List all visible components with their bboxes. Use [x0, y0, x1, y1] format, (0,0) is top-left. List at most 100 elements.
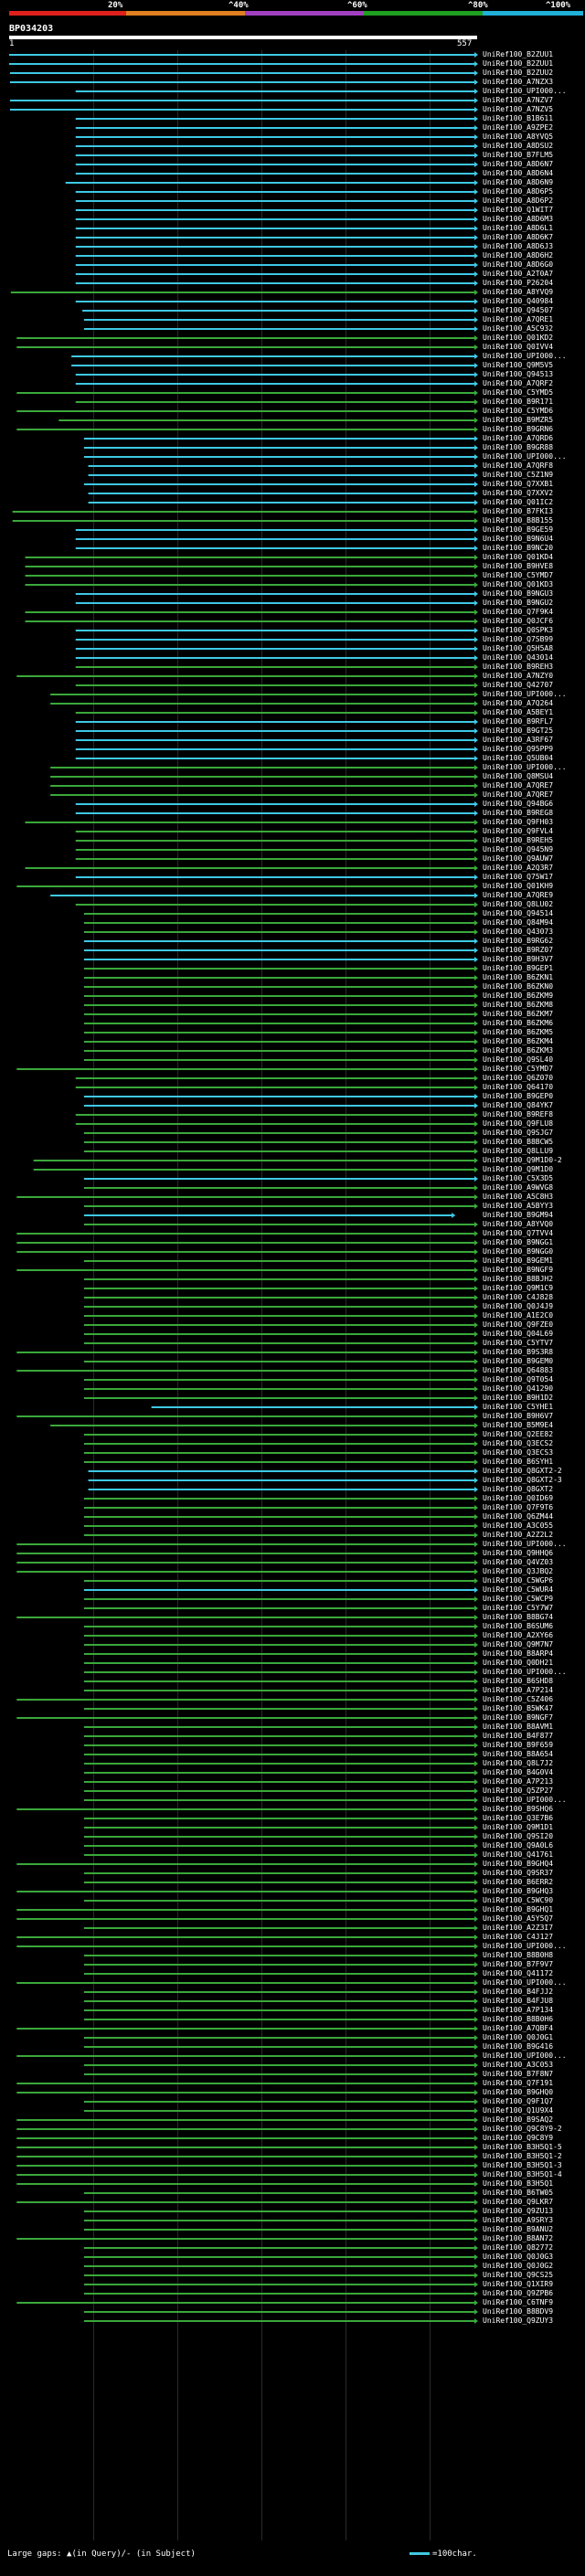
hit-label[interactable]: UniRef100_B6ZKM8 — [483, 1001, 554, 1009]
hit-label[interactable]: UniRef100_A8YVQ5 — [483, 133, 554, 141]
hit-label[interactable]: UniRef100_Q8L7J2 — [483, 1759, 554, 1767]
hit-label[interactable]: UniRef100_Q2EE82 — [483, 1430, 554, 1438]
hit-label[interactable]: UniRef100_A8DSU2 — [483, 142, 554, 150]
hit-label[interactable]: UniRef100_C5YMD7 — [483, 1065, 554, 1073]
hit-label[interactable]: UniRef100_Q9HHQ6 — [483, 1549, 554, 1557]
hit-label[interactable]: UniRef100_B9REG8 — [483, 809, 554, 817]
hit-label[interactable]: UniRef100_A2Z3I7 — [483, 1924, 554, 1932]
hit-label[interactable]: UniRef100_Q01IC2 — [483, 498, 554, 506]
hit-label[interactable]: UniRef100_B9GHQ3 — [483, 1887, 554, 1895]
hit-label[interactable]: UniRef100_UPI000... — [483, 452, 567, 461]
hit-label[interactable]: UniRef100_Q64170 — [483, 1083, 554, 1091]
hit-label[interactable]: UniRef100_A8D6N4 — [483, 169, 554, 177]
hit-label[interactable]: UniRef100_Q9SJG7 — [483, 1129, 554, 1137]
hit-label[interactable]: UniRef100_Q7F9K4 — [483, 608, 554, 616]
hit-label[interactable]: UniRef100_A8D6L1 — [483, 224, 554, 232]
hit-label[interactable]: UniRef100_Q0DH21 — [483, 1659, 554, 1667]
hit-label[interactable]: UniRef100_B9GEM0 — [483, 1357, 554, 1365]
hit-label[interactable]: UniRef100_A9WVG8 — [483, 1183, 554, 1192]
hit-label[interactable]: UniRef100_C5YMD5 — [483, 388, 554, 397]
hit-label[interactable]: UniRef100_Q9FLU8 — [483, 1119, 554, 1128]
hit-label[interactable]: UniRef100_B9R171 — [483, 398, 554, 406]
hit-label[interactable]: UniRef100_Q9ZPB6 — [483, 2289, 554, 2297]
hit-label[interactable]: UniRef100_Q40984 — [483, 297, 554, 305]
hit-label[interactable]: UniRef100_A1E2C0 — [483, 1311, 554, 1320]
hit-label[interactable]: UniRef100_B9GHQ4 — [483, 1860, 554, 1868]
hit-label[interactable]: UniRef100_B7FLM5 — [483, 151, 554, 159]
hit-label[interactable]: UniRef100_Q0IVV4 — [483, 343, 554, 351]
hit-label[interactable]: UniRef100_Q94BG6 — [483, 800, 554, 808]
hit-label[interactable]: UniRef100_B9N6U4 — [483, 535, 554, 543]
hit-label[interactable]: UniRef100_B6ZKN1 — [483, 973, 554, 981]
hit-label[interactable]: UniRef100_A9ZPE2 — [483, 123, 554, 132]
hit-label[interactable]: UniRef100_B6SHD8 — [483, 1677, 554, 1685]
hit-label[interactable]: UniRef100_B8BCW5 — [483, 1138, 554, 1146]
hit-label[interactable]: UniRef100_UPI000... — [483, 87, 567, 95]
hit-label[interactable]: UniRef100_B9REH5 — [483, 836, 554, 844]
hit-label[interactable]: UniRef100_Q84M94 — [483, 918, 554, 927]
hit-label[interactable]: UniRef100_B9ANU2 — [483, 2225, 554, 2233]
hit-label[interactable]: UniRef100_A5C8H3 — [483, 1193, 554, 1201]
hit-label[interactable]: UniRef100_B6ZKM6 — [483, 1019, 554, 1027]
hit-label[interactable]: UniRef100_A5BYY3 — [483, 1202, 554, 1210]
hit-label[interactable]: UniRef100_C6TNF9 — [483, 2298, 554, 2306]
hit-label[interactable]: UniRef100_Q01KH9 — [483, 882, 554, 890]
hit-label[interactable]: UniRef100_Q9FH03 — [483, 818, 554, 826]
hit-label[interactable]: UniRef100_B9SAQ2 — [483, 2115, 554, 2124]
hit-label[interactable]: UniRef100_B8BJH2 — [483, 1275, 554, 1283]
hit-label[interactable]: UniRef100_A8D6N7 — [483, 160, 554, 168]
hit-label[interactable]: UniRef100_C5WC90 — [483, 1896, 554, 1904]
hit-label[interactable]: UniRef100_C4J127 — [483, 1933, 554, 1941]
hit-label[interactable]: UniRef100_UPI000... — [483, 1942, 567, 1950]
hit-label[interactable]: UniRef100_B4G0V4 — [483, 1768, 554, 1776]
hit-label[interactable]: UniRef100_Q8GXT2-3 — [483, 1476, 562, 1484]
hit-label[interactable]: UniRef100_Q9C8Y9 — [483, 2134, 554, 2142]
hit-label[interactable]: UniRef100_B1B611 — [483, 114, 554, 122]
hit-label[interactable]: UniRef100_UPI000... — [483, 1668, 567, 1676]
hit-label[interactable]: UniRef100_Q7F9T6 — [483, 1503, 554, 1511]
hit-label[interactable]: UniRef100_Q41761 — [483, 1850, 554, 1859]
hit-label[interactable]: UniRef100_Q8LU02 — [483, 900, 554, 908]
hit-label[interactable]: UniRef100_B6ZKM4 — [483, 1037, 554, 1045]
hit-label[interactable]: UniRef100_B6ZKM3 — [483, 1046, 554, 1055]
hit-label[interactable]: UniRef100_A7QRD6 — [483, 434, 554, 442]
hit-label[interactable]: UniRef100_Q8LLU9 — [483, 1147, 554, 1155]
hit-label[interactable]: UniRef100_B2ZUU1 — [483, 50, 554, 58]
hit-label[interactable]: UniRef100_UPI000... — [483, 2051, 567, 2060]
hit-label[interactable]: UniRef100_B7FKI3 — [483, 507, 554, 515]
hit-label[interactable]: UniRef100_B5M9E4 — [483, 1421, 554, 1429]
hit-label[interactable]: UniRef100_A7P214 — [483, 1686, 554, 1694]
hit-label[interactable]: UniRef100_P26204 — [483, 279, 554, 287]
hit-label[interactable]: UniRef100_Q9M1D0 — [483, 1165, 554, 1173]
hit-label[interactable]: UniRef100_B9MZR5 — [483, 416, 554, 424]
hit-label[interactable]: UniRef100_B3H5Q1-5 — [483, 2143, 562, 2151]
hit-label[interactable]: UniRef100_C5WCP9 — [483, 1595, 554, 1603]
hit-label[interactable]: UniRef100_Q7TVV4 — [483, 1229, 554, 1237]
hit-label[interactable]: UniRef100_C5YMD7 — [483, 571, 554, 579]
hit-label[interactable]: UniRef100_A8D6G0 — [483, 260, 554, 269]
hit-label[interactable]: UniRef100_A7NZY0 — [483, 672, 554, 680]
hit-label[interactable]: UniRef100_Q3E7B6 — [483, 1814, 554, 1822]
hit-label[interactable]: UniRef100_Q01KD2 — [483, 334, 554, 342]
hit-label[interactable]: UniRef100_Q1XIR9 — [483, 2280, 554, 2288]
hit-label[interactable]: UniRef100_B6ZKM5 — [483, 1028, 554, 1036]
hit-label[interactable]: UniRef100_B9H3V7 — [483, 955, 554, 963]
hit-label[interactable]: UniRef100_Q7XXB1 — [483, 480, 554, 488]
hit-label[interactable]: UniRef100_B8AN72 — [483, 2234, 554, 2242]
hit-label[interactable]: UniRef100_Q42707 — [483, 681, 554, 689]
hit-label[interactable]: UniRef100_Q9SR37 — [483, 1869, 554, 1877]
hit-label[interactable]: UniRef100_Q3ECS3 — [483, 1448, 554, 1457]
hit-label[interactable]: UniRef100_B8B0H6 — [483, 2015, 554, 2023]
hit-label[interactable]: UniRef100_UPI000... — [483, 352, 567, 360]
hit-label[interactable]: UniRef100_C5WUR4 — [483, 1585, 554, 1594]
hit-label[interactable]: UniRef100_A7QRE1 — [483, 315, 554, 323]
hit-label[interactable]: UniRef100_A7P134 — [483, 2006, 554, 2014]
hit-label[interactable]: UniRef100_Q9FZE0 — [483, 1320, 554, 1329]
hit-label[interactable]: UniRef100_Q9LKR7 — [483, 2198, 554, 2206]
hit-label[interactable]: UniRef100_Q8GXT2-2 — [483, 1467, 562, 1475]
hit-label[interactable]: UniRef100_B6SUM6 — [483, 1622, 554, 1630]
hit-label[interactable]: UniRef100_B9REF8 — [483, 1110, 554, 1118]
hit-label[interactable]: UniRef100_B9GM94 — [483, 1211, 554, 1219]
hit-label[interactable]: UniRef100_B3H5Q1 — [483, 2179, 554, 2188]
hit-label[interactable]: UniRef100_B9GEP1 — [483, 964, 554, 972]
